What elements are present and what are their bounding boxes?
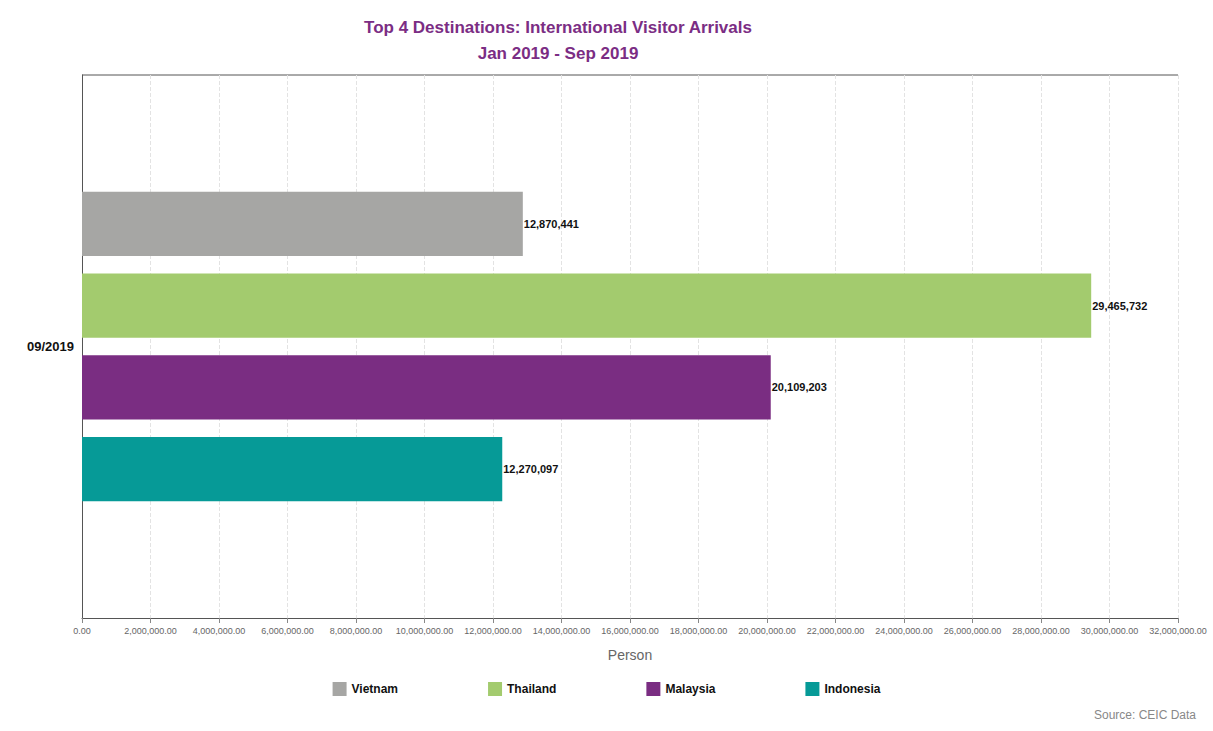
svg-text:Source: CEIC Data: Source: CEIC Data [1094, 708, 1196, 722]
svg-text:20,109,203: 20,109,203 [772, 381, 827, 393]
svg-text:6,000,000.00: 6,000,000.00 [261, 626, 314, 636]
svg-text:12,870,441: 12,870,441 [524, 218, 579, 230]
svg-text:30,000,000.00: 30,000,000.00 [1081, 626, 1139, 636]
svg-text:18,000,000.00: 18,000,000.00 [670, 626, 728, 636]
svg-text:4,000,000.00: 4,000,000.00 [193, 626, 246, 636]
svg-text:16,000,000.00: 16,000,000.00 [601, 626, 659, 636]
svg-text:Jan 2019 - Sep 2019: Jan 2019 - Sep 2019 [478, 44, 639, 63]
svg-text:Person: Person [608, 647, 652, 663]
svg-text:28,000,000.00: 28,000,000.00 [1012, 626, 1070, 636]
svg-text:10,000,000.00: 10,000,000.00 [396, 626, 454, 636]
svg-text:09/2019: 09/2019 [27, 339, 74, 354]
svg-text:14,000,000.00: 14,000,000.00 [533, 626, 591, 636]
svg-text:8,000,000.00: 8,000,000.00 [330, 626, 383, 636]
svg-text:32,000,000.00: 32,000,000.00 [1149, 626, 1207, 636]
svg-text:0.00: 0.00 [73, 626, 91, 636]
svg-text:24,000,000.00: 24,000,000.00 [875, 626, 933, 636]
svg-text:12,270,097: 12,270,097 [503, 463, 558, 475]
svg-text:2,000,000.00: 2,000,000.00 [124, 626, 177, 636]
svg-text:Malaysia: Malaysia [665, 682, 715, 696]
svg-text:26,000,000.00: 26,000,000.00 [944, 626, 1002, 636]
svg-text:Indonesia: Indonesia [824, 682, 880, 696]
svg-text:20,000,000.00: 20,000,000.00 [738, 626, 796, 636]
svg-text:22,000,000.00: 22,000,000.00 [807, 626, 865, 636]
svg-text:Vietnam: Vietnam [352, 682, 398, 696]
svg-text:29,465,732: 29,465,732 [1092, 300, 1147, 312]
svg-text:Top 4 Destinations: Internatio: Top 4 Destinations: International Visito… [364, 18, 752, 37]
svg-text:Thailand: Thailand [507, 682, 556, 696]
svg-text:12,000,000.00: 12,000,000.00 [464, 626, 522, 636]
